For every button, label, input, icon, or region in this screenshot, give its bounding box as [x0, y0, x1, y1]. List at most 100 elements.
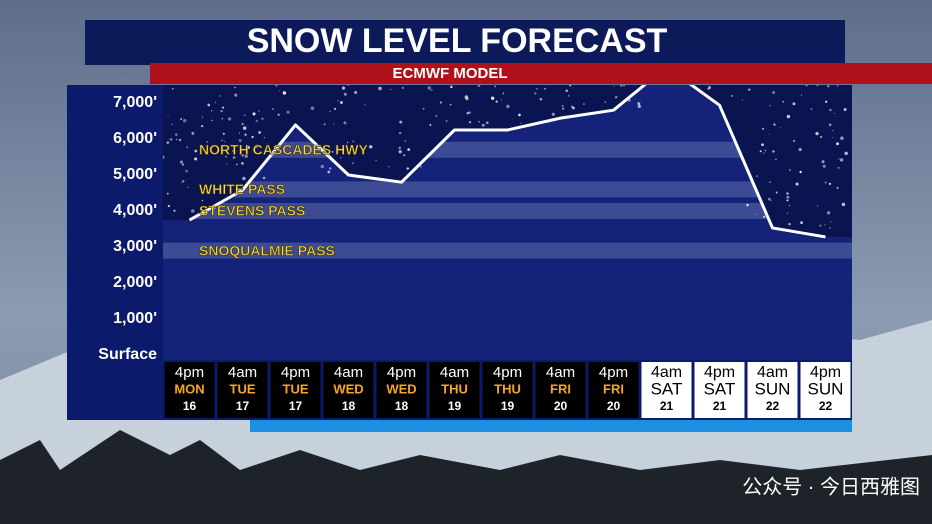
snowflake: [534, 92, 537, 95]
subtitle: ECMWF MODEL: [393, 65, 508, 82]
x-tick-time: 4am: [334, 364, 363, 381]
snowflake: [795, 182, 799, 186]
snowflake: [310, 106, 315, 111]
snowflake: [747, 89, 749, 91]
snowflake: [219, 95, 221, 97]
x-tick-date: 21: [713, 399, 727, 413]
snowflake: [562, 107, 565, 110]
snowflake: [544, 87, 547, 90]
snowflake: [214, 101, 217, 104]
snowflake: [232, 156, 236, 160]
snowflake: [495, 100, 498, 103]
snowflake: [786, 199, 789, 202]
snowflake: [810, 108, 813, 111]
snowflake: [182, 179, 185, 183]
snowflake: [328, 167, 332, 170]
x-tick-day: FRI: [550, 381, 571, 396]
snowflake: [788, 204, 791, 207]
x-tick-date: 17: [289, 399, 303, 413]
x-tick-date: 19: [448, 399, 462, 413]
x-tick-day: SAT: [704, 379, 736, 398]
snowflake: [490, 96, 495, 100]
snowflake: [333, 123, 335, 125]
snowflake: [255, 119, 258, 122]
snowflake: [830, 221, 832, 223]
snowflake: [769, 181, 771, 183]
snowflake: [800, 221, 804, 225]
category-box: [429, 362, 480, 418]
snowflake: [194, 157, 198, 161]
snowflake: [238, 139, 242, 143]
snowflake: [786, 195, 790, 199]
snowflake: [506, 104, 510, 109]
snowflake: [286, 110, 290, 114]
category-box: [270, 362, 321, 418]
snowflake: [194, 149, 198, 153]
snowflake: [375, 159, 377, 162]
snowflake: [169, 138, 173, 141]
snowflake: [481, 123, 485, 127]
snowflake: [187, 186, 189, 188]
snowflake: [347, 141, 349, 144]
snowflake: [206, 141, 208, 143]
snowflake: [246, 145, 250, 150]
x-tick-date: 16: [183, 399, 197, 413]
snowflake: [323, 123, 326, 126]
snowflake: [402, 87, 404, 89]
snowflake: [190, 209, 195, 213]
x-tick-day: TUE: [283, 381, 309, 396]
snowflake: [180, 118, 183, 120]
snowflake: [222, 106, 224, 109]
snowflake: [179, 160, 184, 164]
snowflake: [388, 166, 390, 168]
x-tick-day: SUN: [755, 379, 791, 398]
snowflake: [407, 148, 411, 151]
snowflake: [191, 131, 195, 135]
y-tick-label: 7,000': [113, 94, 157, 111]
snowflake: [220, 109, 223, 113]
snowflake: [824, 181, 827, 184]
snowflake: [583, 103, 585, 105]
snowflake: [343, 92, 347, 96]
y-tick-label: 6,000': [113, 130, 157, 147]
snowflake: [486, 121, 489, 125]
snowflake: [419, 165, 422, 168]
snowflake: [838, 158, 840, 160]
snowflake: [567, 95, 570, 97]
snowflake: [182, 119, 187, 123]
snowflake: [764, 149, 767, 152]
x-tick-day: THU: [441, 381, 468, 396]
snowflake: [561, 104, 564, 107]
snowflake: [520, 122, 522, 124]
snowflake: [403, 154, 406, 157]
snowflake: [536, 88, 538, 90]
snowflake: [826, 211, 831, 215]
x-tick-day: SUN: [808, 379, 844, 398]
y-tick-label: 2,000': [113, 274, 157, 291]
snowflake: [244, 133, 247, 136]
snowflake: [445, 120, 448, 122]
category-box: [800, 362, 851, 418]
snowflake: [333, 107, 337, 110]
snowflake: [502, 92, 505, 95]
snowflake: [399, 120, 403, 124]
x-tick-time: 4pm: [175, 364, 204, 381]
snowflake: [763, 152, 765, 154]
snowflake: [572, 106, 575, 110]
snowflake: [815, 131, 819, 136]
category-box: [482, 362, 533, 418]
snowflake: [841, 202, 846, 207]
snowflake: [398, 131, 402, 135]
snowflake: [741, 99, 744, 101]
title-banner: [85, 20, 845, 65]
snow-level-line: [188, 85, 826, 239]
y-tick-label: 3,000': [113, 238, 157, 255]
x-tick-day: SAT: [651, 379, 683, 398]
x-tick-day: FRI: [603, 381, 624, 396]
snowflake: [241, 122, 244, 126]
snowflake: [792, 139, 796, 143]
snowflake: [234, 86, 236, 89]
snowflake: [167, 204, 170, 208]
x-tick-day: TUE: [230, 381, 256, 396]
